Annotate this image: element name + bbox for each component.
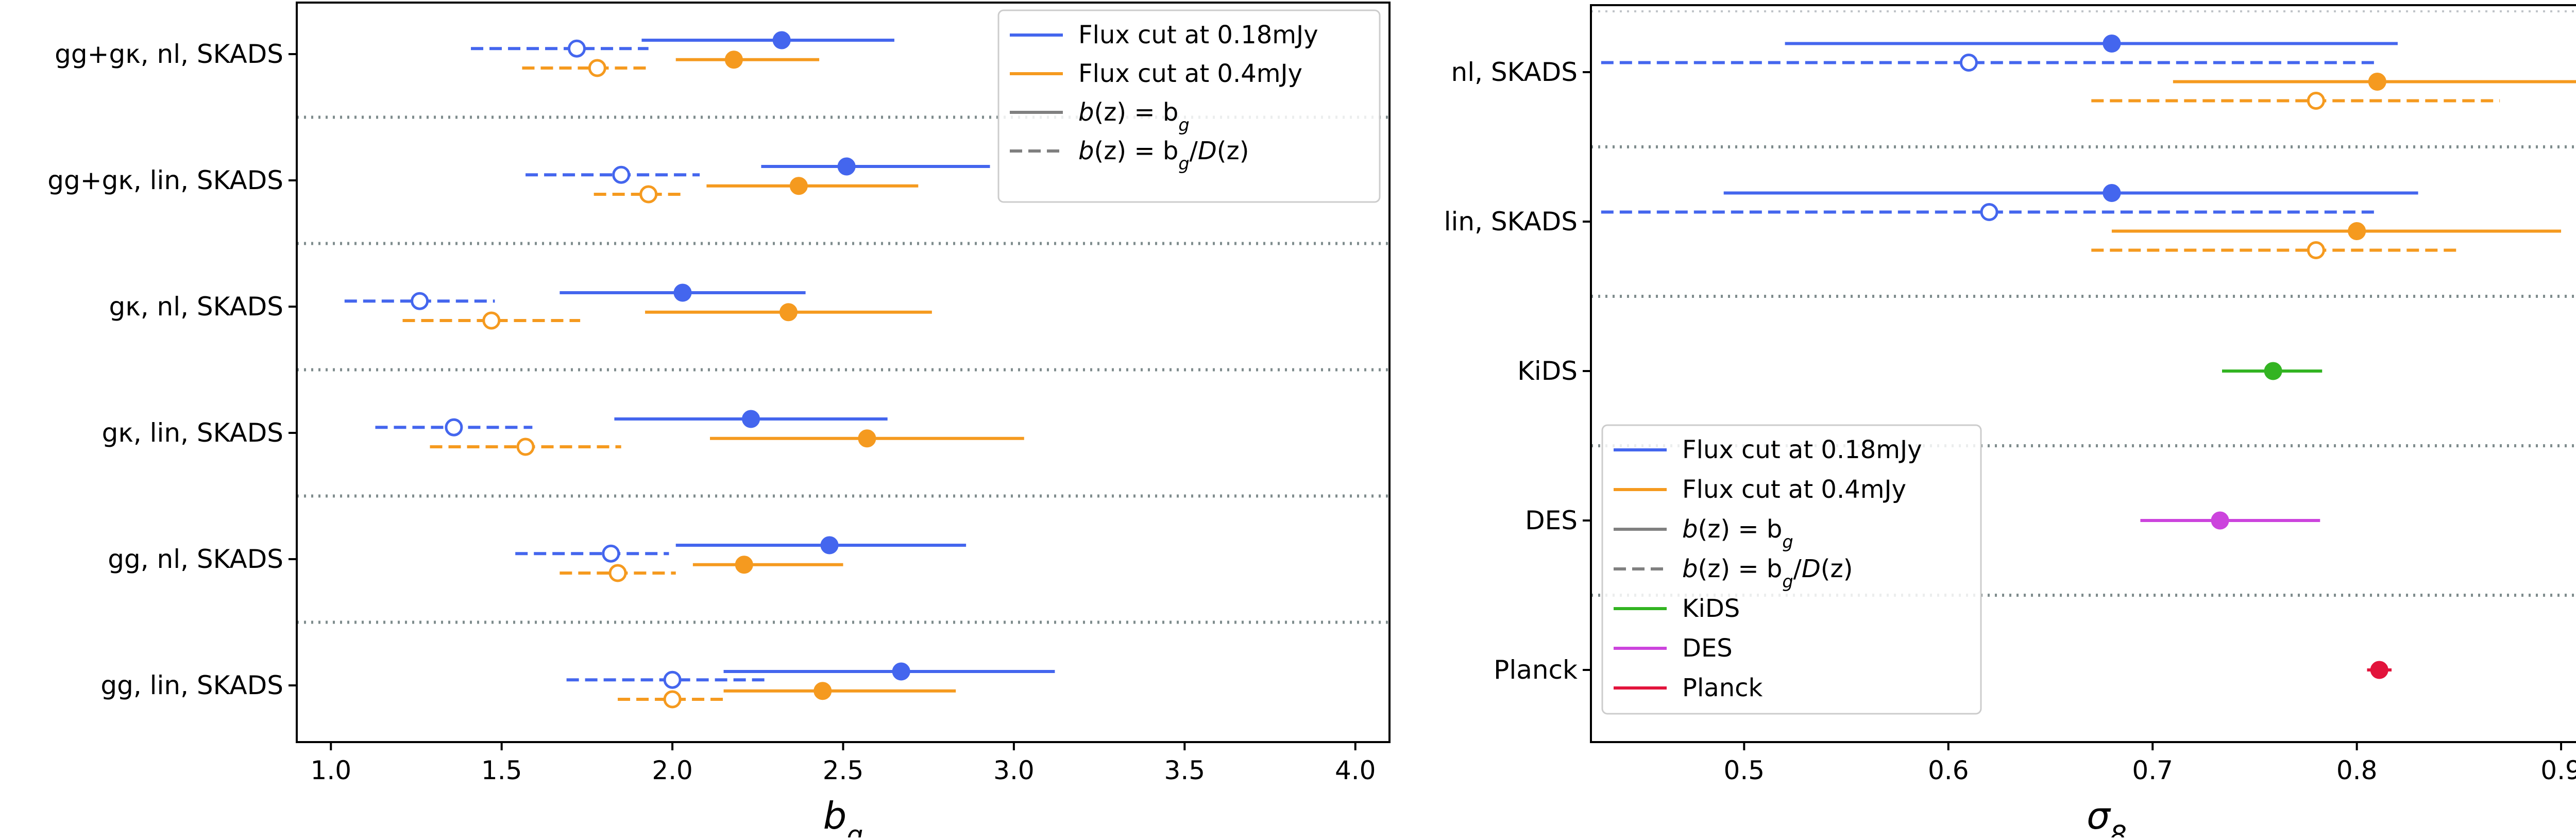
row-label: gκ, lin, SKADS <box>102 418 283 448</box>
data-point <box>772 31 791 49</box>
data-point <box>663 670 682 689</box>
data-point <box>663 690 682 709</box>
x-axis-label: bg <box>823 794 863 837</box>
legend-box <box>997 9 1381 203</box>
chart-panel-1: gg+gκ, nl, SKADS gg+gκ, lin, SKADS gκ, nl,… <box>47 2 1391 840</box>
data-point <box>779 303 798 322</box>
data-point <box>602 544 620 563</box>
legend-label: Flux cut at 0.18mJy <box>1078 21 1318 49</box>
data-point <box>735 556 753 574</box>
legend-label: Flux cut at 0.18mJy <box>1682 435 1922 464</box>
legend-label: b(z) = bg/D(z) <box>1682 555 1853 592</box>
legend-label: Flux cut at 0.4mJy <box>1078 59 1302 88</box>
data-point <box>2370 661 2388 679</box>
legend-label: KiDS <box>1682 594 1740 623</box>
x-axis-label: σ8 <box>2087 794 2127 837</box>
data-point <box>2211 511 2229 530</box>
legend: Flux cut at 0.18mJy Flux cut at 0.4mJy b(z… <box>1601 424 1982 715</box>
row-label: gg+gκ, lin, SKADS <box>47 165 283 195</box>
data-point <box>789 177 808 195</box>
data-point <box>820 536 839 555</box>
data-point <box>673 283 692 302</box>
row-label: nl, SKADS <box>1451 57 1578 87</box>
data-point <box>1980 203 1998 221</box>
x-tick-label: 0.6 <box>1928 755 1969 785</box>
x-tick-label: 1.0 <box>311 755 352 785</box>
data-point <box>837 157 856 176</box>
legend-label: DES <box>1682 634 1733 663</box>
data-point <box>568 39 586 58</box>
data-point <box>588 59 606 77</box>
row-label: gg+gκ, nl, SKADS <box>55 39 283 69</box>
data-point <box>516 438 535 456</box>
row-label: gg, lin, SKADS <box>100 670 283 700</box>
legend: Flux cut at 0.18mJy Flux cut at 0.4mJy b(z… <box>997 9 1381 203</box>
data-point <box>2307 92 2325 110</box>
data-point <box>612 165 631 184</box>
data-point <box>411 292 429 310</box>
data-point <box>2307 241 2325 259</box>
legend-label: b(z) = bg <box>1682 515 1793 552</box>
data-point <box>2103 35 2121 53</box>
x-tick-label: 0.8 <box>2336 755 2378 785</box>
row-label: Planck <box>1494 655 1578 685</box>
x-tick-label: 2.0 <box>652 755 693 785</box>
data-point <box>2264 362 2282 380</box>
x-tick-label: 1.5 <box>481 755 522 785</box>
data-point <box>482 311 501 330</box>
data-point <box>742 410 760 428</box>
legend-box <box>1601 424 1982 715</box>
row-label: lin, SKADS <box>1444 207 1578 237</box>
row-label: DES <box>1525 506 1578 535</box>
legend-label: Planck <box>1682 674 1763 702</box>
data-point <box>892 662 910 681</box>
chart-panel-2: nl, SKADS lin, SKADS KiDS DES Planck 0.5 0.6 0.… <box>1444 4 2576 840</box>
data-point <box>2348 222 2366 240</box>
x-tick-label: 0.5 <box>1724 755 1765 785</box>
legend-label: Flux cut at 0.4mJy <box>1682 475 1906 504</box>
data-point <box>858 429 876 448</box>
x-tick-label: 0.9 <box>2540 755 2576 785</box>
data-point <box>2103 184 2121 202</box>
data-point <box>608 564 627 582</box>
data-point <box>639 185 658 204</box>
x-tick-label: 3.0 <box>993 755 1035 785</box>
x-tick-label: 2.5 <box>823 755 864 785</box>
data-point <box>724 51 743 69</box>
row-label: KiDS <box>1517 356 1578 386</box>
legend-label: b(z) = bg/D(z) <box>1078 137 1249 174</box>
x-tick-label: 3.5 <box>1164 755 1206 785</box>
row-label: gg, nl, SKADS <box>108 544 283 574</box>
row-label: gκ, nl, SKADS <box>109 292 283 322</box>
plot-frame <box>1590 4 2576 743</box>
x-tick-label: 0.7 <box>2132 755 2173 785</box>
data-point <box>814 682 832 700</box>
legend-label: b(z) = bg <box>1078 98 1190 135</box>
data-point <box>2368 73 2386 91</box>
data-point <box>445 418 463 436</box>
x-tick-label: 4.0 <box>1335 755 1376 785</box>
data-point <box>1959 54 1978 72</box>
